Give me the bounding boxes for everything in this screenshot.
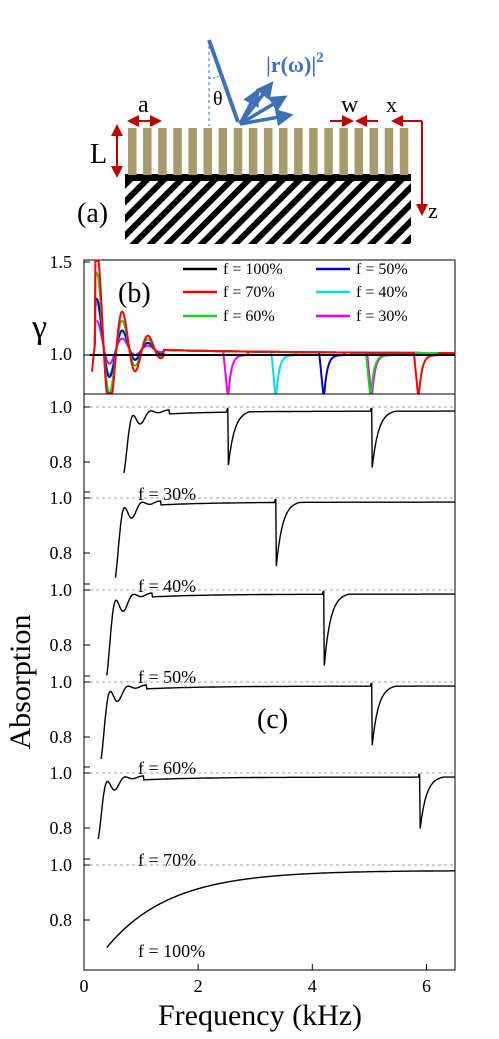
grating-bar	[294, 128, 303, 175]
grating-bar	[218, 128, 228, 175]
z-label: z	[428, 198, 438, 223]
absorption-ytick-label: 1.0	[50, 672, 73, 692]
absorption-line	[114, 498, 455, 578]
legend-entry: f = 100%	[223, 261, 283, 278]
absorption-ytick-label: 0.8	[50, 818, 73, 838]
legend-entry: f = 60%	[223, 308, 275, 325]
grating-bar	[158, 128, 167, 175]
grating-bar	[369, 128, 379, 175]
substrate-top	[125, 174, 411, 181]
grating-bar	[309, 128, 318, 175]
absorption-line	[97, 773, 455, 840]
theta-arc	[208, 75, 220, 79]
panel-b-gamma-plot: (b) γ 1.5 1.0 f = 100%f = 70%f = 60%f = …	[31, 252, 456, 395]
xtick-label: 0	[80, 976, 89, 996]
b-ytick-1-0: 1.0	[50, 344, 73, 364]
grating-bar	[263, 128, 273, 175]
absorption-line	[123, 407, 455, 474]
subpanel-label: f = 50%	[138, 667, 196, 687]
absorption-ytick-label: 0.8	[50, 727, 73, 747]
grating-bar	[279, 128, 288, 175]
grating-bar	[248, 128, 258, 175]
b-ytick-1-5: 1.5	[50, 252, 73, 272]
legend-entry: f = 50%	[356, 261, 408, 278]
gamma-line-30	[96, 319, 455, 394]
absorption-line	[100, 682, 455, 760]
panel-a-label: (a)	[77, 198, 108, 229]
grating-bar	[324, 128, 333, 175]
grating-bars	[128, 128, 409, 175]
absorption-subpanels: 1.0 0.8 f = 30% 1.0 0.8 f = 40% 1.0 0.8 f = 50% 1…	[50, 397, 455, 961]
gamma-legend: f = 100% f = 70% f = 60% f = 50% f = 40% f = …	[183, 261, 408, 325]
w-label: w	[341, 92, 359, 118]
subpanel-label: f = 30%	[138, 484, 196, 504]
subpanel-label: f = 70%	[138, 850, 196, 870]
grating-bar	[203, 128, 212, 175]
legend-entry: f = 70%	[223, 284, 275, 301]
absorption-ytick-label: 0.8	[50, 543, 73, 563]
absorption-ytick-label: 0.8	[50, 910, 73, 930]
x-axis-ticks: 0 2 4 6	[80, 964, 431, 996]
grating-bar	[128, 128, 137, 175]
subpanel-label: f = 40%	[138, 576, 196, 596]
panel-c-label: (c)	[257, 704, 288, 735]
a-label: a	[138, 92, 149, 118]
grating-bar	[384, 128, 394, 175]
xtick-label: 2	[194, 976, 203, 996]
reflected-rays	[238, 81, 294, 127]
absorption-axis-label: Absorption	[4, 615, 37, 750]
x-axis-label: Frequency (kHz)	[158, 999, 362, 1032]
xtick-label: 6	[422, 976, 431, 996]
grating-bar	[188, 128, 197, 175]
absorption-ytick-label: 0.8	[50, 635, 73, 655]
absorption-ytick-label: 1.0	[50, 855, 73, 875]
legend-entry: f = 40%	[356, 284, 408, 301]
absorption-ytick-label: 0.8	[50, 452, 73, 472]
absorption-line	[106, 870, 455, 948]
panel-c-absorption-plot: 1.0 0.8 f = 30% 1.0 0.8 f = 40% 1.0 0.8 f = 50% 1…	[4, 393, 456, 1032]
grating-bar	[399, 128, 409, 175]
grating-bar	[339, 128, 348, 175]
r-omega-label: |r(ω)|2	[266, 50, 324, 77]
L-label: L	[90, 139, 107, 170]
theta-label: θ	[213, 88, 223, 110]
panel-b-label: (b)	[118, 278, 151, 309]
grating-bar	[143, 128, 152, 175]
xtick-label: 4	[308, 976, 317, 996]
gamma-series	[89, 260, 455, 394]
subpanel-label: f = 100%	[138, 941, 205, 961]
absorption-ytick-label: 1.0	[50, 580, 73, 600]
absorption-ytick-label: 1.0	[50, 763, 73, 783]
x-label: x	[386, 92, 397, 117]
substrate	[125, 180, 411, 244]
absorption-line	[106, 590, 455, 676]
subpanel-label: f = 60%	[138, 758, 196, 778]
gamma-axis-label: γ	[31, 309, 47, 346]
legend-entry: f = 30%	[356, 308, 408, 325]
grating-bar	[173, 128, 182, 175]
grating-bar	[354, 128, 363, 175]
gamma-line-70	[91, 260, 455, 394]
absorption-ytick-label: 1.0	[50, 488, 73, 508]
panel-a-schematic: |r(ω)|2 θ a w x z L (a)	[77, 39, 438, 244]
grating-bar	[233, 128, 243, 175]
incident-ray	[207, 39, 240, 123]
absorption-ytick-label: 1.0	[50, 397, 73, 417]
